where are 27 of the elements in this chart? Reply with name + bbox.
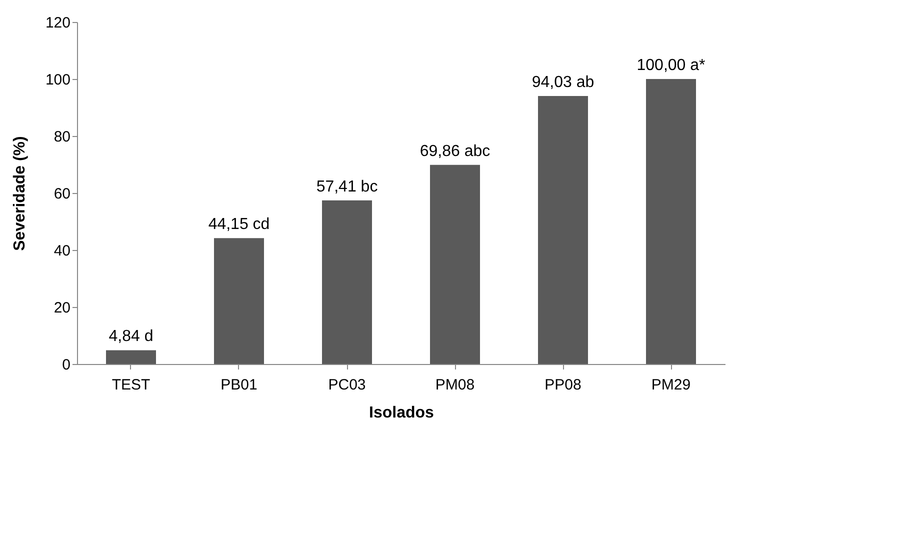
x-tick-label: PM29 — [651, 376, 691, 394]
x-tick-label: PP08 — [544, 376, 582, 394]
data-label: 94,03 ab — [532, 74, 594, 92]
x-tick-label: PB01 — [220, 376, 258, 394]
y-tick-label: 0 — [62, 356, 70, 374]
bar — [106, 350, 156, 364]
bar — [646, 79, 696, 364]
data-label: 44,15 cd — [208, 216, 270, 234]
bar — [538, 96, 588, 364]
y-tick-label: 120 — [45, 14, 70, 32]
bar — [322, 200, 372, 364]
x-tick-label: PM08 — [435, 376, 475, 394]
y-tick-label: 100 — [45, 72, 70, 88]
x-tick-label: TEST — [112, 376, 150, 394]
y-tick-label: 20 — [54, 300, 70, 316]
y-axis-title: Severidade (%) — [11, 136, 28, 251]
y-tick-label: 60 — [54, 186, 70, 202]
y-tick-label: 80 — [54, 128, 70, 146]
data-label: 57,41 bc — [316, 178, 378, 196]
data-label: 69,86 abc — [420, 142, 490, 160]
bar — [214, 238, 264, 364]
y-tick-label: 40 — [54, 242, 70, 260]
bar — [430, 164, 480, 364]
data-label: 4,84 d — [108, 328, 154, 346]
x-axis-title: Isolados — [369, 404, 434, 422]
data-label: 100,00 a* — [636, 57, 706, 74]
x-tick-label: PC03 — [328, 376, 366, 394]
